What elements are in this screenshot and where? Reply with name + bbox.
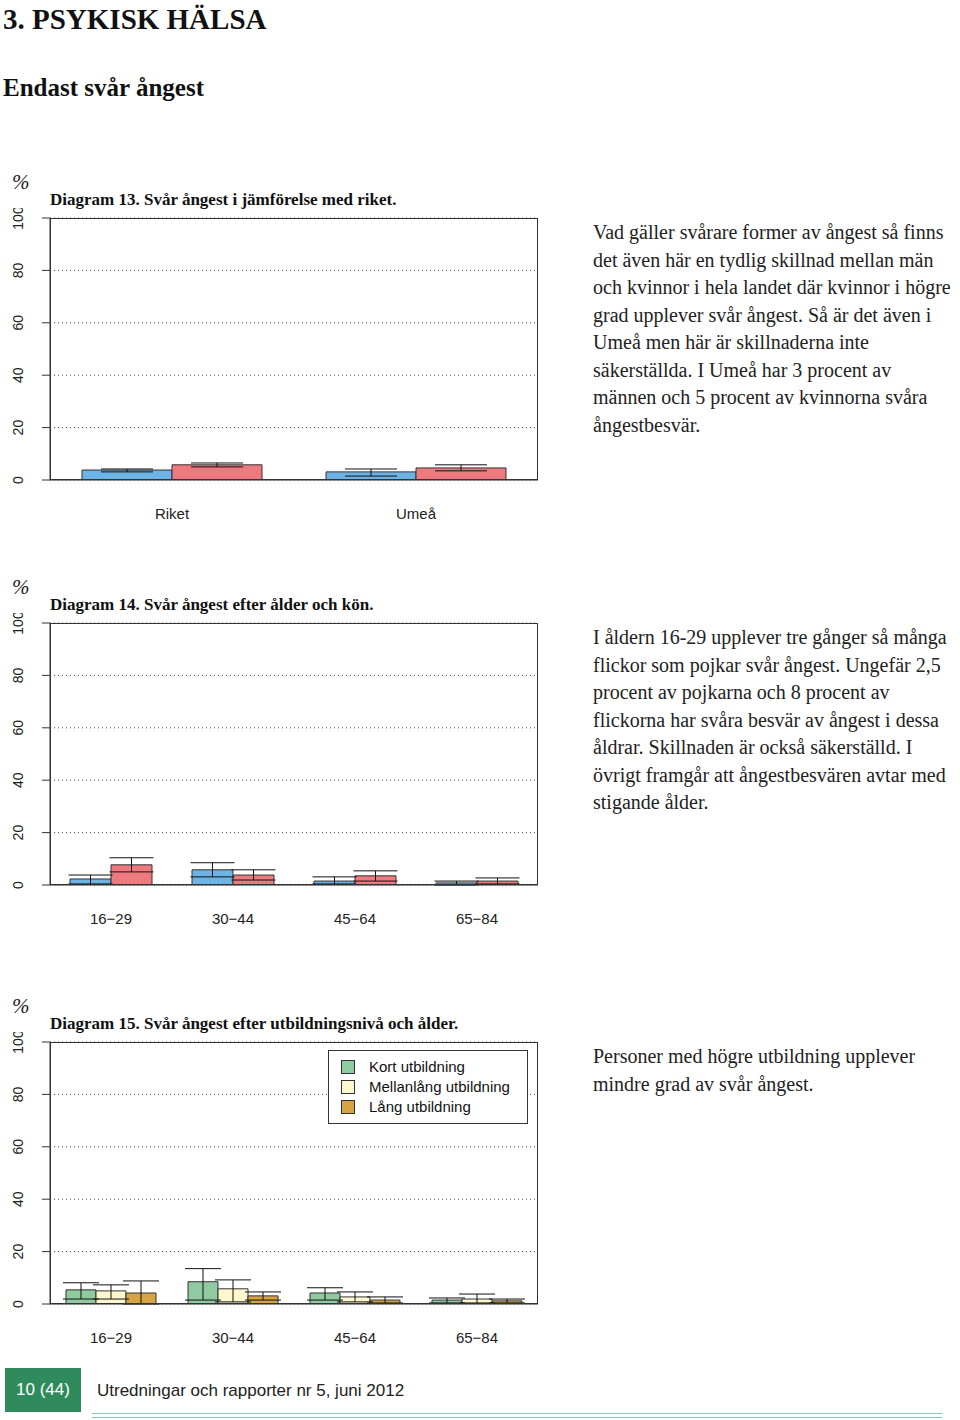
html-text:Diagram 13. Svår ångest i jämf: Diagram 13. Svår ångest i jämförelse med…	[50, 190, 397, 209]
svg-text:45−64: 45−64	[334, 1329, 376, 1346]
svg-text:80: 80	[10, 1086, 26, 1102]
svg-text:100: 100	[10, 613, 26, 635]
svg-text:30−44: 30−44	[212, 1329, 254, 1346]
html-text:Diagram 14. Svår ångest efter: Diagram 14. Svår ångest efter ålder och …	[50, 595, 374, 614]
svg-text:80: 80	[10, 262, 26, 278]
svg-text:40: 40	[10, 1191, 26, 1207]
svg-text:0: 0	[10, 1300, 26, 1308]
svg-text:40: 40	[10, 367, 26, 383]
svg-text:16−29: 16−29	[90, 1329, 132, 1346]
svg-text:60: 60	[10, 1139, 26, 1155]
html-text:10 (44): 10 (44)	[16, 1380, 70, 1399]
svg-text:0: 0	[10, 881, 26, 889]
html-text:Vad gäller svårare former av å: Vad gäller svårare former av ångest så f…	[593, 221, 951, 436]
svg-text:40: 40	[10, 772, 26, 788]
svg-text:Umeå: Umeå	[396, 505, 437, 522]
svg-text:Riket: Riket	[155, 505, 190, 522]
svg-text:65−84: 65−84	[456, 910, 498, 927]
html-text:Endast svår ångest: Endast svår ångest	[3, 74, 204, 101]
html-text:I åldern 16-29 upplever tre gå: I åldern 16-29 upplever tre gånger så må…	[593, 626, 947, 813]
html-text:Kort utbildning: Kort utbildning	[369, 1058, 465, 1075]
html-text:Mellanlång utbildning: Mellanlång utbildning	[369, 1078, 510, 1095]
svg-text:16−29: 16−29	[90, 910, 132, 927]
html-text:Personer med högre utbildning: Personer med högre utbildning upplever m…	[593, 1045, 916, 1095]
html-text:Utredningar och rapporter nr 5: Utredningar och rapporter nr 5, juni 201…	[97, 1381, 405, 1400]
html-text:Diagram 15. Svår ångest efter: Diagram 15. Svår ångest efter utbildning…	[50, 1014, 459, 1033]
svg-text:30−44: 30−44	[212, 910, 254, 927]
svg-text:80: 80	[10, 667, 26, 683]
svg-text:0: 0	[10, 476, 26, 484]
svg-text:65−84: 65−84	[456, 1329, 498, 1346]
svg-text:20: 20	[10, 420, 26, 436]
html-text:Lång utbildning: Lång utbildning	[369, 1098, 471, 1115]
svg-text:20: 20	[10, 1244, 26, 1260]
svg-text:45−64: 45−64	[334, 910, 376, 927]
svg-text:20: 20	[10, 825, 26, 841]
html-text:3. PSYKISK HÄLSA: 3. PSYKISK HÄLSA	[3, 3, 267, 35]
svg-text:60: 60	[10, 315, 26, 331]
svg-text:100: 100	[10, 1032, 26, 1054]
svg-text:60: 60	[10, 720, 26, 736]
svg-text:100: 100	[10, 208, 26, 230]
